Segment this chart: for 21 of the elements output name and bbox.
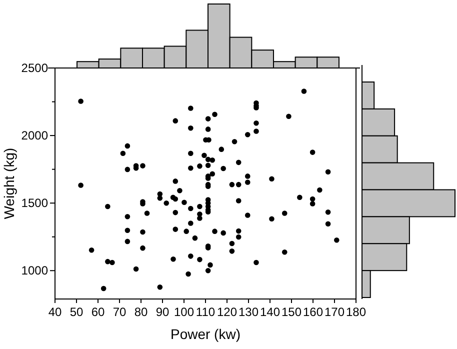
x-tick-label: 150 (281, 305, 302, 319)
x-tick-label: 50 (70, 305, 84, 319)
x-tick-label: 130 (238, 305, 259, 319)
y-tick-label: 1500 (21, 196, 48, 210)
y-tick-label: 1000 (21, 264, 48, 278)
y-axis-title: Weight (kg) (1, 148, 17, 220)
x-tick-label: 160 (302, 305, 324, 319)
x-tick-label: 40 (48, 305, 62, 319)
x-tick-label: 80 (134, 305, 148, 319)
y-tick-label: 2500 (21, 61, 48, 75)
x-tick-label: 110 (196, 305, 216, 319)
x-tick-label: 70 (112, 305, 126, 319)
x-axis-title: Power (kw) (170, 326, 241, 342)
x-tick-label: 120 (216, 305, 238, 319)
x-tick-label: 180 (346, 305, 366, 319)
x-tick-label: 60 (91, 305, 105, 319)
x-tick-label: 90 (156, 305, 170, 319)
x-tick-label: 170 (324, 305, 345, 319)
x-tick-label: 140 (260, 305, 280, 319)
x-tick-label: 100 (174, 305, 194, 319)
y-tick-label: 2000 (21, 128, 48, 143)
